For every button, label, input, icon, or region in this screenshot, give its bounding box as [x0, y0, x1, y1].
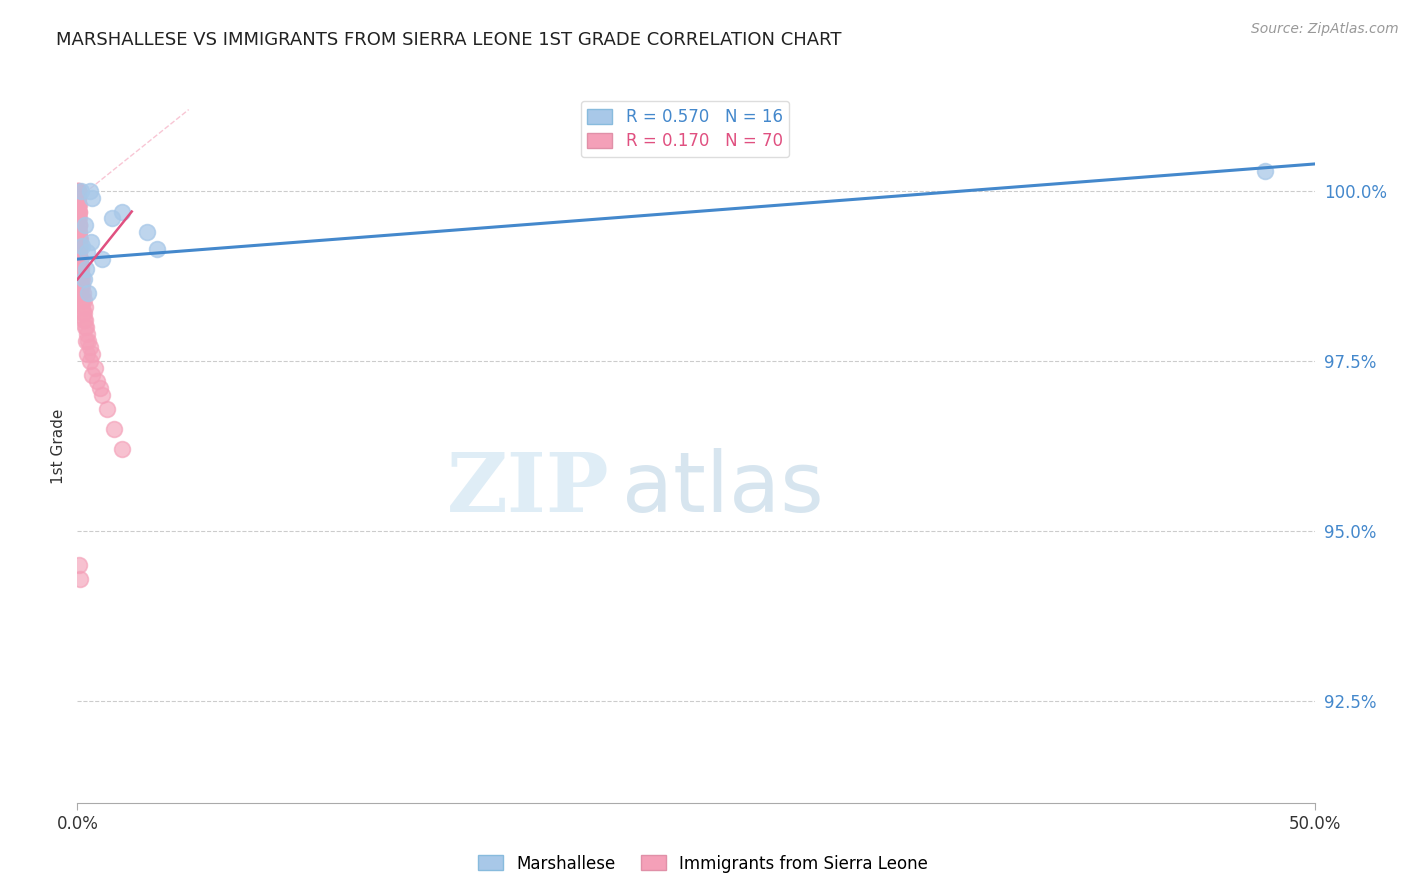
Point	[86, 375, 108, 389]
Point	[67, 225, 90, 239]
Point	[72, 238, 94, 252]
Point	[77, 286, 100, 301]
Point	[69, 272, 91, 286]
Point	[67, 184, 90, 198]
Point	[67, 211, 90, 226]
Point	[67, 204, 90, 219]
Point	[69, 252, 91, 266]
Point	[72, 306, 94, 320]
Point	[69, 238, 91, 252]
Point	[70, 184, 93, 198]
Point	[67, 198, 90, 212]
Point	[83, 360, 105, 375]
Point	[76, 347, 98, 361]
Point	[69, 252, 91, 266]
Point	[67, 218, 90, 232]
Point	[103, 422, 125, 436]
Point	[73, 218, 96, 232]
Point	[82, 368, 104, 382]
Point	[73, 320, 96, 334]
Point	[111, 442, 134, 457]
Point	[67, 198, 90, 212]
Point	[79, 184, 101, 198]
Point	[79, 354, 101, 368]
Text: Source: ZipAtlas.com: Source: ZipAtlas.com	[1251, 22, 1399, 37]
Point	[67, 198, 90, 212]
Point	[67, 225, 90, 239]
Point	[135, 225, 157, 239]
Point	[72, 286, 94, 301]
Point	[69, 572, 91, 586]
Point	[66, 191, 89, 205]
Point	[91, 388, 114, 402]
Point	[67, 191, 90, 205]
Point	[72, 313, 94, 327]
Point	[70, 266, 93, 280]
Point	[67, 232, 90, 246]
Point	[69, 252, 91, 266]
Point	[67, 259, 90, 273]
Point	[75, 313, 97, 327]
Text: MARSHALLESE VS IMMIGRANTS FROM SIERRA LEONE 1ST GRADE CORRELATION CHART: MARSHALLESE VS IMMIGRANTS FROM SIERRA LE…	[56, 31, 842, 49]
Point	[72, 293, 94, 307]
Point	[67, 245, 90, 260]
Point	[82, 191, 104, 205]
Point	[91, 252, 114, 266]
Point	[69, 266, 91, 280]
Point	[145, 242, 167, 256]
Point	[76, 245, 98, 260]
Point	[70, 286, 93, 301]
Point	[89, 381, 111, 395]
Point	[73, 306, 96, 320]
Point	[70, 293, 93, 307]
Point	[67, 218, 90, 232]
Point	[75, 262, 97, 277]
Point	[69, 259, 91, 273]
Point	[70, 272, 93, 286]
Legend: Marshallese, Immigrants from Sierra Leone: Marshallese, Immigrants from Sierra Leon…	[471, 848, 935, 880]
Point	[76, 326, 98, 341]
Legend: R = 0.570   N = 16, R = 0.170   N = 70: R = 0.570 N = 16, R = 0.170 N = 70	[581, 101, 789, 157]
Point	[1254, 163, 1277, 178]
Point	[67, 184, 90, 198]
Point	[75, 334, 97, 348]
Point	[72, 272, 94, 286]
Text: ZIP: ZIP	[447, 449, 609, 529]
Point	[67, 204, 90, 219]
Point	[67, 232, 90, 246]
Point	[69, 286, 91, 301]
Point	[67, 232, 90, 246]
Point	[67, 245, 90, 260]
Point	[67, 204, 90, 219]
Point	[96, 401, 118, 416]
Point	[79, 341, 101, 355]
Point	[70, 262, 93, 277]
Y-axis label: 1st Grade: 1st Grade	[51, 409, 66, 483]
Point	[111, 204, 134, 219]
Point	[72, 300, 94, 314]
Point	[66, 184, 89, 198]
Point	[82, 347, 104, 361]
Point	[67, 218, 90, 232]
Point	[75, 320, 97, 334]
Text: atlas: atlas	[621, 449, 824, 529]
Point	[69, 266, 91, 280]
Point	[69, 232, 91, 246]
Point	[67, 191, 90, 205]
Point	[69, 272, 91, 286]
Point	[67, 558, 90, 572]
Point	[67, 211, 90, 226]
Point	[80, 235, 103, 249]
Point	[67, 238, 90, 252]
Point	[77, 334, 100, 348]
Point	[70, 279, 93, 293]
Point	[73, 300, 96, 314]
Point	[101, 211, 124, 226]
Point	[72, 279, 94, 293]
Point	[66, 184, 89, 198]
